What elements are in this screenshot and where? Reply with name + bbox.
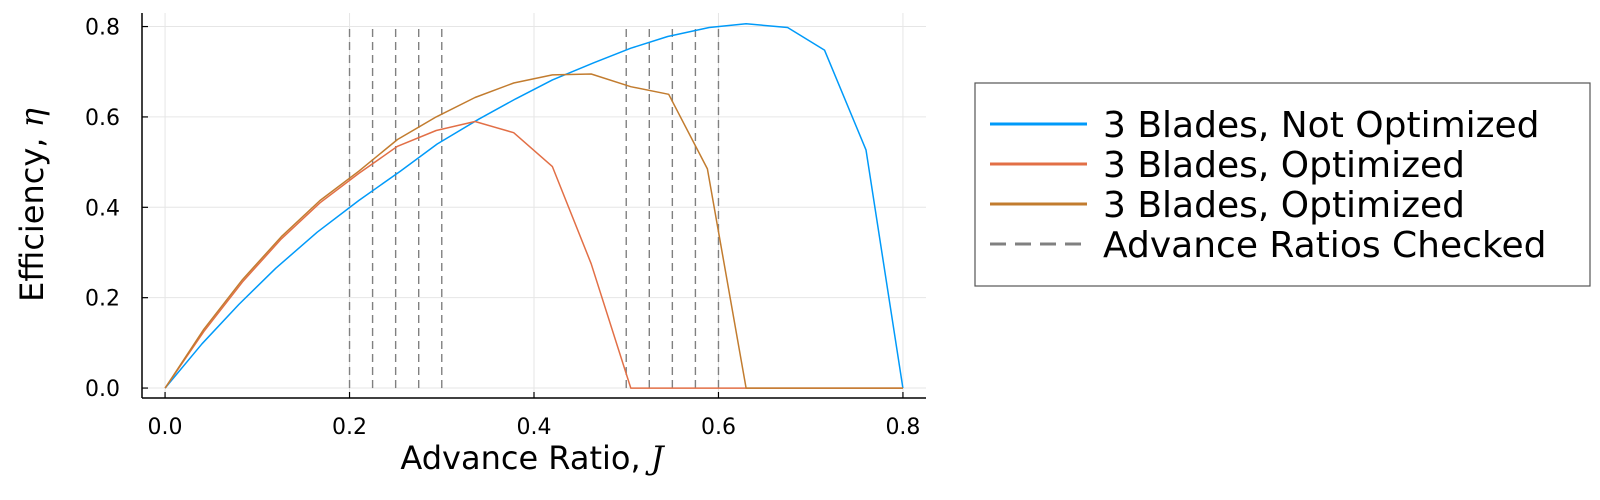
y-axis-label: Efficiency, η	[13, 108, 51, 302]
y-tick-label: 0.8	[85, 16, 120, 41]
x-tick-label: 0.6	[701, 415, 736, 440]
x-tick-label: 0.4	[517, 415, 552, 440]
y-tick-label: 0.6	[85, 106, 120, 131]
legend-label: Advance Ratios Checked	[1103, 225, 1547, 266]
x-tick-label: 0.0	[148, 415, 183, 440]
series-line-3	[164, 73, 903, 389]
y-tick-label: 0.0	[85, 377, 120, 402]
x-axis-label: Advance Ratio, J	[400, 439, 665, 477]
legend-label: 3 Blades, Optimized	[1103, 145, 1465, 186]
x-tick-label: 0.8	[885, 415, 920, 440]
tick-labels: 0.0 0.2 0.4 0.6 0.8 0.0 0.2 0.4 0.6 0.8	[85, 16, 920, 440]
y-tick-label: 0.4	[85, 196, 120, 221]
legend-box	[974, 82, 1591, 287]
legend-label: 3 Blades, Optimized	[1103, 185, 1465, 226]
axes	[141, 13, 926, 399]
advance-ratio-lines	[348, 26, 720, 389]
y-tick-label: 0.2	[85, 287, 120, 312]
legend-label: 3 Blades, Not Optimized	[1103, 105, 1540, 146]
grid	[142, 13, 926, 398]
series-group	[164, 23, 904, 389]
series-line-1	[164, 23, 904, 389]
x-tick-label: 0.2	[332, 415, 367, 440]
